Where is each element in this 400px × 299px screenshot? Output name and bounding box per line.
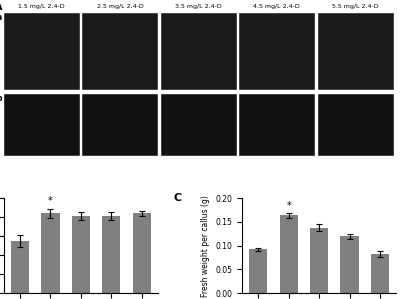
Text: b: b	[0, 94, 2, 103]
Bar	[371, 254, 389, 293]
FancyBboxPatch shape	[82, 94, 158, 156]
FancyBboxPatch shape	[239, 13, 315, 90]
FancyBboxPatch shape	[161, 13, 237, 90]
FancyBboxPatch shape	[318, 94, 394, 156]
Bar	[280, 215, 298, 293]
Bar	[132, 213, 151, 293]
Bar	[340, 236, 359, 293]
FancyBboxPatch shape	[161, 94, 237, 156]
Bar	[102, 216, 120, 293]
FancyBboxPatch shape	[4, 94, 80, 156]
Bar	[41, 213, 60, 293]
Bar	[72, 216, 90, 293]
FancyBboxPatch shape	[318, 13, 394, 90]
Text: 4.5 mg/L 2,4-D: 4.5 mg/L 2,4-D	[254, 4, 300, 9]
Bar	[11, 241, 29, 293]
Bar	[310, 228, 328, 293]
FancyBboxPatch shape	[82, 13, 158, 90]
FancyBboxPatch shape	[4, 13, 80, 90]
Text: *: *	[286, 201, 291, 210]
Text: 5.5 mg/L 2,4-D: 5.5 mg/L 2,4-D	[332, 4, 378, 9]
FancyBboxPatch shape	[239, 94, 315, 156]
Bar	[249, 249, 268, 293]
Text: a: a	[0, 13, 2, 22]
Text: 1.5 mg/L 2,4-D: 1.5 mg/L 2,4-D	[18, 4, 65, 9]
Y-axis label: Fresh weight per callus (g): Fresh weight per callus (g)	[201, 195, 210, 297]
Text: 2.5 mg/L 2,4-D: 2.5 mg/L 2,4-D	[97, 4, 144, 9]
Text: *: *	[48, 196, 53, 206]
Text: C: C	[173, 193, 181, 204]
Text: A: A	[0, 1, 3, 12]
Text: 3.5 mg/L 2,4-D: 3.5 mg/L 2,4-D	[175, 4, 222, 9]
